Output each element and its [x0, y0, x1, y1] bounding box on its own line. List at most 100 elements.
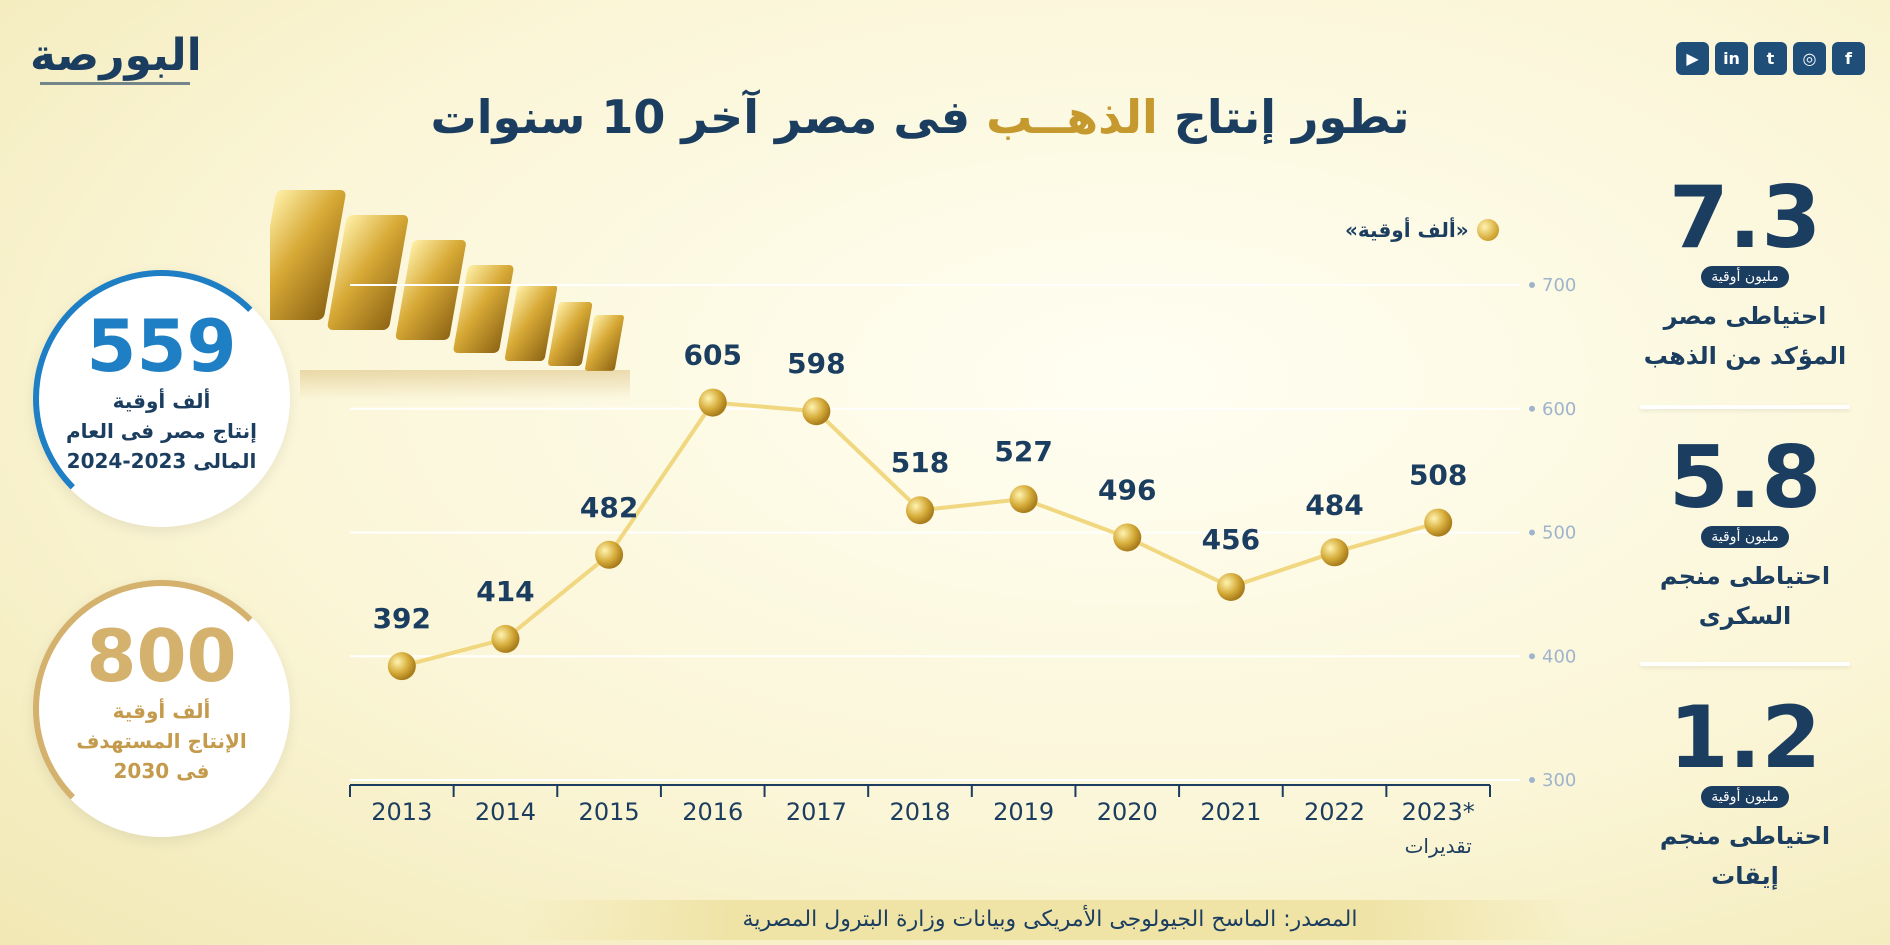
- gold-bar-5: [504, 285, 558, 361]
- data-label: 484: [1305, 488, 1363, 521]
- data-label: 508: [1409, 459, 1467, 492]
- target-value: 800: [86, 614, 237, 698]
- production-bubble: 559 ألف أوقية إنتاج مصر فى العام المالى …: [33, 270, 290, 527]
- data-label: 456: [1202, 523, 1260, 556]
- x-axis-ticks: 2013 2014 2015 2016 2017 2018 2019 2020 2021 2022…: [371, 798, 1474, 826]
- y-axis-ticks: 300 400 500 600 700: [1529, 275, 1576, 791]
- gold-bar-6: [548, 302, 593, 366]
- stat-value: 7.3: [1668, 168, 1822, 268]
- production-unit: ألف أوقية: [112, 389, 211, 413]
- brand-logo: البورصة: [30, 30, 203, 85]
- x-tick-label: 2016: [682, 798, 743, 826]
- data-label: 605: [684, 339, 742, 372]
- data-point: [387, 652, 416, 681]
- x-axis: [349, 784, 1491, 797]
- data-label: 598: [787, 347, 845, 380]
- reserve-stat-sukari: 5.8 مليون أوقية احتياطى منجم السكرى: [1640, 430, 1850, 636]
- series-line: [401, 400, 1439, 669]
- gold-bar-2: [327, 215, 409, 330]
- data-point: [1113, 523, 1142, 552]
- logo-text: البورصة: [30, 30, 203, 81]
- chart-gridlines: [350, 284, 1520, 781]
- data-point: [906, 496, 934, 525]
- x-axis-note: تقديرات: [1405, 834, 1472, 858]
- stat-divider: [1640, 405, 1850, 409]
- x-tick-label: 2020: [1097, 798, 1158, 826]
- reserve-stat-egypt: 7.3 مليون أوقية احتياطى مصر المؤكد من الذ…: [1640, 170, 1850, 376]
- data-point: [1424, 508, 1453, 537]
- stat-unit-badge: مليون أوقية: [1701, 786, 1789, 808]
- facebook-icon[interactable]: f: [1832, 42, 1865, 75]
- title-part1: تطور إنتاج: [1173, 90, 1410, 144]
- youtube-icon[interactable]: ▶: [1676, 42, 1709, 75]
- data-point: [1216, 572, 1245, 601]
- reserve-stat-iqat: 1.2 مليون أوقية احتياطى منجم إيقات: [1640, 690, 1850, 896]
- stat-value: 5.8: [1668, 428, 1822, 528]
- stat-label: احتياطى مصر المؤكد من الذهب: [1643, 302, 1847, 370]
- production-line2: المالى 2023-2024: [66, 449, 257, 473]
- data-point: [1009, 485, 1038, 514]
- target-line2: فى 2030: [113, 759, 210, 783]
- linkedin-icon[interactable]: in: [1715, 42, 1748, 75]
- y-tick-dot: [1529, 653, 1535, 660]
- target-line1: الإنتاج المستهدف: [76, 729, 247, 753]
- stat-label: احتياطى منجم إيقات: [1659, 822, 1831, 890]
- x-tick-label: 2018: [889, 798, 950, 826]
- production-value: 559: [86, 304, 237, 388]
- y-tick-label: 600: [1542, 399, 1576, 420]
- gold-bar-3: [395, 240, 466, 340]
- social-links: ▶ in t ◎ f: [1676, 42, 1865, 75]
- title-part2: فى مصر آخر 10 سنوات: [430, 90, 971, 144]
- y-tick-dot: [1529, 777, 1535, 783]
- source-note: المصدر: الماسح الجيولوجى الأمريكى وبيانا…: [520, 900, 1580, 940]
- data-point: [595, 540, 624, 569]
- production-line1: إنتاج مصر فى العام: [65, 419, 258, 443]
- stat-divider: [1640, 662, 1850, 666]
- x-tick-label: 2023*: [1402, 798, 1475, 826]
- gold-bars-reflection: [300, 370, 630, 400]
- y-tick-dot: [1529, 405, 1535, 412]
- x-tick-label: 2015: [579, 798, 640, 826]
- legend-marker: [1476, 219, 1499, 241]
- x-tick-label: 2019: [993, 798, 1054, 826]
- stat-unit-badge: مليون أوقية: [1701, 266, 1789, 288]
- data-label: 518: [891, 446, 949, 479]
- y-tick-label: 700: [1542, 275, 1576, 296]
- series-points: [387, 388, 1453, 681]
- data-point: [802, 397, 831, 426]
- twitter-icon[interactable]: t: [1754, 42, 1787, 75]
- gold-bar-1: [270, 190, 346, 320]
- data-label: 392: [373, 602, 431, 635]
- x-tick-label: 2021: [1200, 798, 1261, 826]
- gold-bar-7: [585, 315, 624, 371]
- gold-bar-4: [453, 265, 514, 353]
- data-label: 414: [476, 575, 534, 608]
- y-tick-label: 300: [1542, 770, 1576, 791]
- data-labels: 392 414 482 605 598 518 527 496 456 484 508: [373, 339, 1468, 636]
- data-point: [491, 624, 520, 653]
- data-label: 482: [580, 491, 638, 524]
- logo-underline: [40, 82, 190, 85]
- target-unit: ألف أوقية: [112, 699, 211, 723]
- page-title: تطور إنتاج الذهــب فى مصر آخر 10 سنوات: [300, 90, 1540, 144]
- y-tick-label: 500: [1542, 523, 1576, 544]
- stat-label: احتياطى منجم السكرى: [1659, 562, 1831, 630]
- x-tick-label: 2013: [371, 798, 432, 826]
- data-point: [698, 388, 727, 417]
- data-label: 527: [994, 435, 1052, 468]
- x-tick-label: 2017: [786, 798, 847, 826]
- x-tick-label: 2014: [475, 798, 536, 826]
- x-tick-label: 2022: [1304, 798, 1365, 826]
- target-bubble: 800 ألف أوقية الإنتاج المستهدف فى 2030: [33, 580, 290, 837]
- stat-unit-badge: مليون أوقية: [1701, 526, 1789, 548]
- stat-value: 1.2: [1668, 688, 1822, 788]
- legend-label: «ألف أوقية»: [1345, 218, 1469, 242]
- chart-legend: «ألف أوقية»: [1345, 218, 1499, 242]
- y-tick-label: 400: [1542, 646, 1576, 667]
- data-label: 496: [1098, 473, 1156, 506]
- title-highlight: الذهــب: [986, 90, 1158, 144]
- data-point: [1320, 538, 1349, 567]
- y-tick-dot: [1529, 529, 1535, 536]
- instagram-icon[interactable]: ◎: [1793, 42, 1826, 75]
